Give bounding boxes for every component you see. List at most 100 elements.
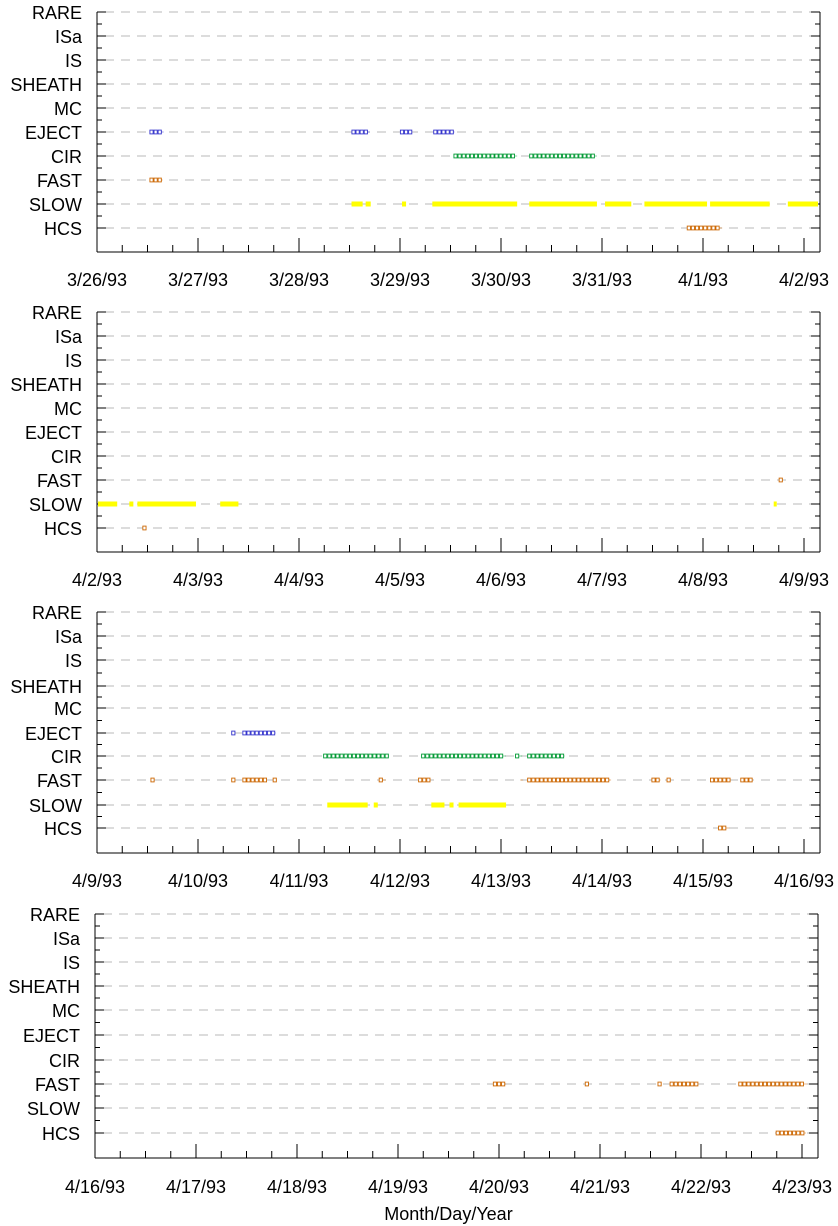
data-mark-square (673, 1081, 678, 1087)
data-mark-square (474, 753, 479, 759)
data-mark-square (791, 1081, 796, 1087)
data-mark-square (551, 753, 556, 759)
data-mark-square (543, 777, 548, 783)
data-mark-square (543, 753, 548, 759)
data-mark-square (657, 1081, 662, 1087)
data-mark-square (499, 753, 504, 759)
x-tick-label: 4/13/93 (471, 871, 531, 891)
data-mark-square (545, 153, 550, 159)
data-mark-square (779, 1081, 784, 1087)
x-tick-label: 3/26/93 (67, 270, 127, 290)
x-tick-label: 4/2/93 (779, 270, 829, 290)
data-mark-square (592, 777, 597, 783)
data-mark-square (555, 753, 561, 759)
data-mark-square (787, 1081, 792, 1087)
data-mark-square (510, 153, 515, 159)
data-mark-square (231, 730, 236, 736)
y-tick-label: CIR (51, 147, 82, 167)
data-mark-slow (327, 802, 368, 808)
data-mark-square (744, 777, 749, 783)
data-mark-square (266, 730, 272, 736)
data-mark-square (339, 753, 344, 759)
chart-panel-4: RARE ISa IS SHEATH MC EJECT CIR FAST SLOW HCS 4/16… (8, 905, 832, 1224)
data-mark-slow (432, 201, 518, 207)
x-tick-label: 4/10/93 (168, 871, 228, 891)
data-mark-square (242, 730, 247, 736)
x-tick-label: 4/14/93 (572, 871, 632, 891)
chart-panel-1: RARE ISa IS SHEATH MC EJECT CIR FAST SLOW HCS 3/26… (10, 3, 829, 290)
data-mark-square (157, 177, 162, 183)
y-tick-label: SHEATH (10, 677, 82, 697)
data-mark-square (601, 777, 606, 783)
data-mark-square (655, 777, 660, 783)
data-mark-square (596, 777, 602, 783)
y-tick-label: SHEATH (10, 375, 82, 395)
data-mark-square (372, 753, 377, 759)
data-mark-square (742, 1081, 747, 1087)
x-tick-label: 4/19/93 (368, 1177, 428, 1197)
data-mark-square (258, 730, 263, 736)
x-tick-label: 4/9/93 (779, 570, 829, 590)
data-mark-eject (399, 129, 413, 135)
y-tick-label: EJECT (25, 123, 82, 143)
data-mark-square (566, 153, 571, 159)
data-mark-square (323, 753, 328, 759)
data-mark-square (380, 753, 385, 759)
data-mark-square (425, 753, 430, 759)
x-tick-label: 4/17/93 (166, 1177, 226, 1197)
chart-panel-2: RARE ISa IS SHEATH MC EJECT CIR FAST SLOW HCS 4/2/… (10, 303, 829, 590)
data-mark-square (547, 777, 552, 783)
data-mark-square (718, 777, 723, 783)
data-mark-square (605, 777, 610, 783)
data-mark-square (535, 777, 540, 783)
data-mark-square (796, 1130, 801, 1136)
data-mark-square (750, 1081, 755, 1087)
data-mark-eject (242, 730, 276, 736)
data-mark-cir (529, 153, 597, 159)
y-tick-label: IS (65, 51, 82, 71)
y-tick-label: ISa (55, 327, 83, 347)
y-tick-label: SHEATH (8, 977, 80, 997)
data-mark-cir (323, 753, 389, 759)
y-tick-label: MC (54, 699, 82, 719)
data-mark-square (437, 129, 442, 135)
data-mark-square (364, 753, 369, 759)
data-mark-slow (365, 201, 371, 207)
data-mark-square (445, 753, 450, 759)
data-mark-fast (272, 777, 277, 783)
data-mark-square (429, 753, 434, 759)
data-mark-square (458, 753, 463, 759)
data-mark-square (421, 753, 426, 759)
data-mark-square (482, 153, 487, 159)
data-mark-square (726, 777, 731, 783)
data-mark-square (408, 129, 413, 135)
data-mark-fast (231, 777, 236, 783)
data-mark-square (666, 777, 671, 783)
x-tick-label: 4/18/93 (267, 1177, 327, 1197)
data-mark-fast (584, 1081, 589, 1087)
data-mark-square (492, 1081, 497, 1087)
x-axis-title: Month/Day/Year (384, 1204, 512, 1224)
data-mark-square (549, 153, 554, 159)
data-mark-slow (431, 802, 445, 808)
y-tick-label: SLOW (29, 796, 82, 816)
data-mark-square (686, 1081, 691, 1087)
data-mark-square (572, 777, 577, 783)
data-mark-square (254, 730, 259, 736)
data-mark-square (250, 730, 255, 736)
data-mark-fast (149, 177, 163, 183)
data-mark-slow (402, 201, 407, 207)
data-mark-slow (129, 501, 134, 507)
data-mark-slow (458, 802, 507, 808)
data-mark-square (515, 753, 520, 759)
data-mark-square (531, 753, 536, 759)
data-mark-square (762, 1081, 768, 1087)
data-mark-cir (421, 753, 507, 759)
data-mark-square (331, 753, 336, 759)
y-tick-label: MC (54, 399, 82, 419)
data-mark-square (498, 153, 503, 159)
data-mark-square (564, 777, 569, 783)
data-mark-fast (666, 777, 671, 783)
data-mark-square (490, 153, 495, 159)
data-mark-square (651, 777, 656, 783)
